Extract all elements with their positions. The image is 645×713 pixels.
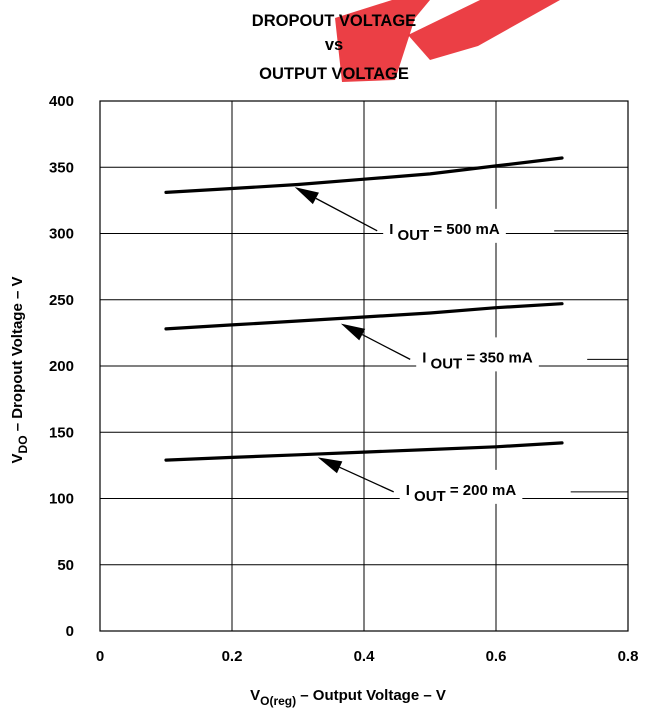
series-line-2: [164, 441, 564, 462]
x-tick-label: 0.8: [618, 648, 639, 665]
chart-title-line-2: vs: [325, 36, 343, 54]
x-axis-label: VO(reg) – Output Voltage – V: [250, 687, 446, 708]
chart-title: DROPOUT VOLTAGE vs OUTPUT VOLTAGE: [252, 12, 416, 83]
series-label-2: I OUT = 200 mA: [406, 482, 517, 505]
plot-frame: [99, 100, 629, 632]
x-tick-labels: 0 0.2 0.4 0.6 0.8: [96, 648, 639, 665]
chart-title-line-1: DROPOUT VOLTAGE: [252, 12, 416, 30]
y-tick-label: 150: [49, 424, 74, 441]
y-tick-labels: 0 50 100 150 200 250 300 350 400: [49, 93, 74, 640]
annotation-arrow-head: [317, 457, 343, 474]
x-tick-label: 0.2: [222, 648, 243, 665]
annotation-arrow-shaft: [361, 334, 411, 360]
annotation-arrow-head: [340, 323, 366, 341]
annotation-arrow-shaft: [315, 197, 378, 232]
x-tick-label: 0.4: [354, 648, 376, 665]
series-line-0: [164, 156, 564, 194]
y-tick-label: 100: [49, 491, 74, 508]
series-label-0: I OUT = 500 mA: [389, 221, 500, 244]
y-tick-label: 50: [57, 557, 74, 574]
series-lines: [164, 156, 564, 462]
y-tick-label: 300: [49, 226, 74, 243]
chart-title-line-3: OUTPUT VOLTAGE: [259, 65, 409, 83]
annotation-arrow-shaft: [339, 466, 394, 493]
watermark-logo: [335, 0, 560, 82]
series-annotations: I OUT = 500 mA I OUT = 350 mA I OUT = 200 …: [294, 187, 628, 505]
series-line-1: [164, 302, 564, 331]
x-tick-label: 0.6: [486, 648, 507, 665]
annotation-label-background: [416, 337, 539, 372]
annotation-label-background: [399, 469, 523, 504]
annotation-label-background: [383, 208, 506, 243]
y-tick-label: 200: [49, 358, 74, 375]
y-tick-label: 0: [66, 623, 74, 640]
y-tick-label: 350: [49, 159, 74, 176]
annotation-arrow-head: [294, 187, 319, 205]
y-tick-label: 400: [49, 93, 74, 110]
y-tick-label: 250: [49, 292, 74, 309]
y-axis-label: VDO – Dropout Voltage – V: [9, 277, 30, 464]
x-tick-label: 0: [96, 648, 104, 665]
series-label-1: I OUT = 350 mA: [422, 349, 533, 372]
